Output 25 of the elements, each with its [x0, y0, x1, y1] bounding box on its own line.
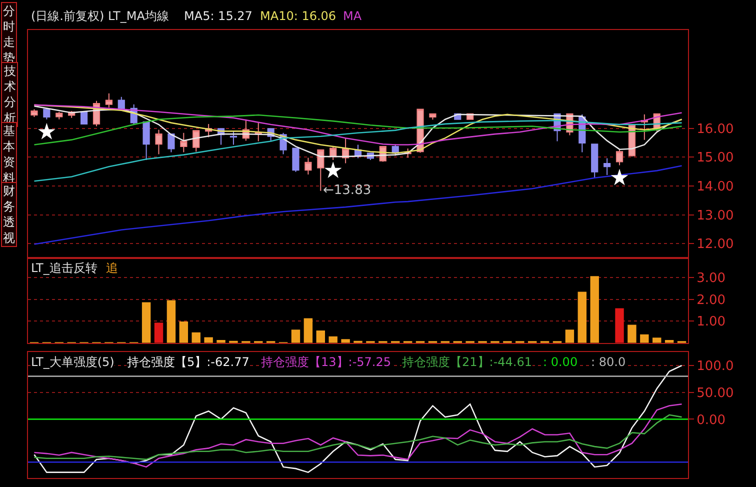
text: 持仓强度【13】:-57.25 [261, 355, 391, 369]
chart-title: (日線.前复权) LT_MA均線 [31, 9, 169, 23]
y-tick-label: 14.00 [696, 180, 734, 195]
y-tick-label: 15.00 [696, 150, 734, 166]
text: 持仓强度【5】:-62.77 [127, 355, 250, 369]
chart-title: LT_追击反转 [31, 261, 98, 275]
y-tick-label: 0.00 [696, 412, 726, 428]
y-tick-label: 3.00 [696, 271, 726, 286]
ref-line-label: : 0.00 [543, 355, 578, 369]
ref-line-label: : 80.0 [591, 355, 626, 369]
text: MA5: 15.27 [184, 9, 252, 23]
text: 财务透视 [3, 184, 15, 245]
y-tick-label: 100.0 [696, 359, 734, 374]
annotation: 追 [106, 261, 118, 275]
y-tick-label: 1.00 [696, 314, 726, 330]
text: 持仓强度【21】:-44.61 [402, 355, 532, 369]
y-tick-label: 13.00 [696, 208, 734, 224]
y-tick-label: 2.00 [696, 292, 726, 308]
y-tick-label: 12.00 [696, 237, 734, 252]
text: MA [343, 9, 362, 23]
y-tick-label: 50.00 [696, 386, 734, 401]
y-tick-label: 16.00 [696, 122, 734, 137]
chart-title: LT_大单强度(5) [31, 355, 114, 369]
text: MA10: 16.06 [260, 9, 336, 23]
annotation: ←13.83 [323, 183, 372, 198]
